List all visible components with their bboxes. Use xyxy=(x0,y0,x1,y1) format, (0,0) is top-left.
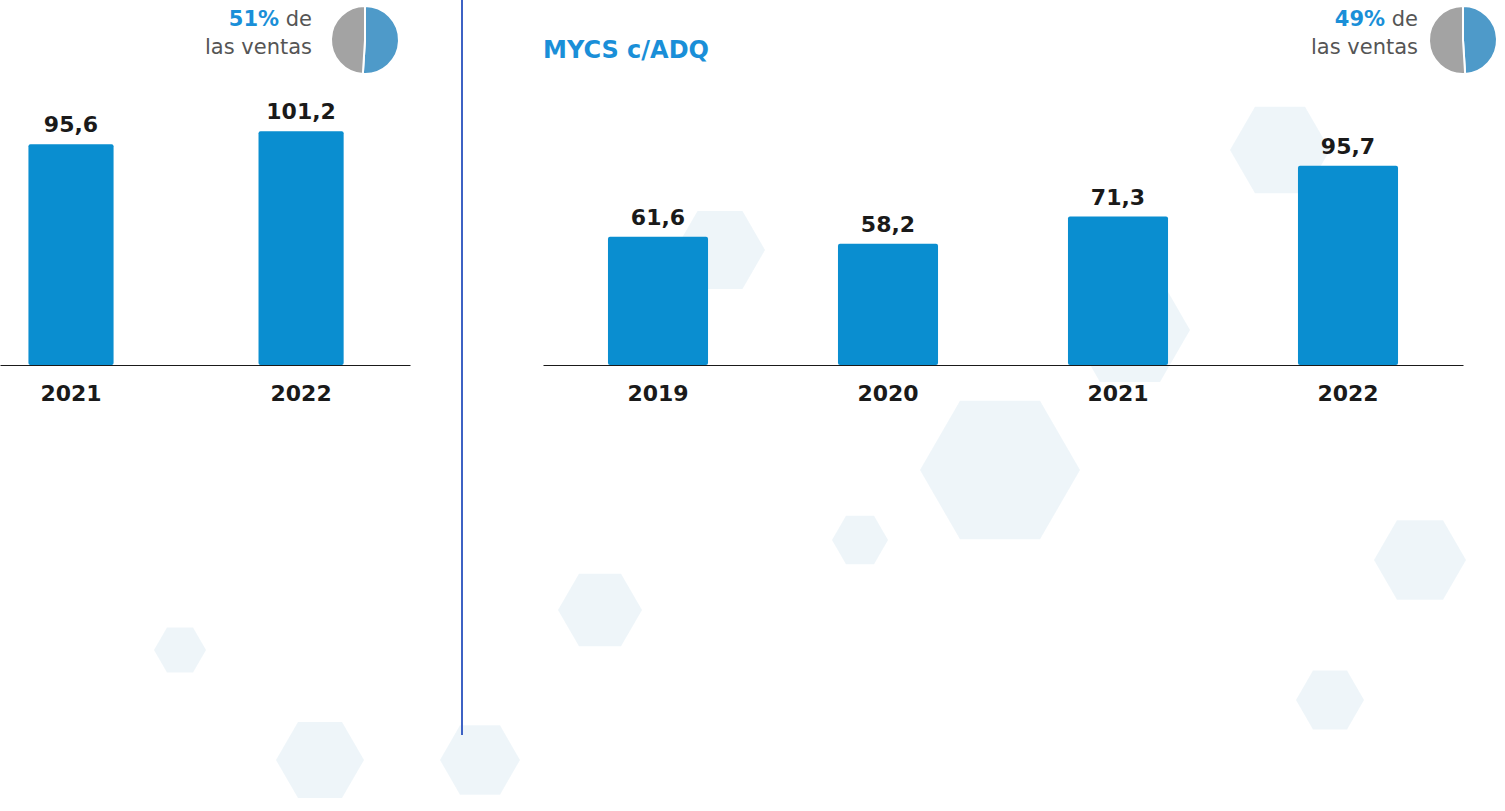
tick: 2021 xyxy=(1087,365,1148,406)
decor-hexagon xyxy=(154,627,206,672)
tick-label: 2022 xyxy=(270,381,331,406)
share-text: de xyxy=(1385,7,1418,31)
axis-line xyxy=(1,365,411,366)
bar-panel: 95,6 101,2 2021 2022 51% de las ventas xyxy=(1,6,411,406)
pie-slice xyxy=(1463,6,1497,74)
tick: 2022 xyxy=(270,365,331,406)
pie-slice xyxy=(331,6,365,74)
x-axis: 2019 2020 2021 2022 xyxy=(544,365,1464,406)
bar xyxy=(1298,166,1398,365)
share-value: 49% xyxy=(1335,7,1385,31)
share-label: 49% de xyxy=(1335,7,1418,31)
share-label: 51% de xyxy=(229,7,312,31)
decor-hexagon xyxy=(920,401,1080,540)
share-pie xyxy=(331,6,399,74)
decor-hexagon xyxy=(276,722,364,798)
tick-label: 2019 xyxy=(627,381,688,406)
bar xyxy=(608,237,708,365)
tick: 2021 xyxy=(40,365,101,406)
bar xyxy=(28,144,113,365)
bar xyxy=(1068,217,1168,365)
x-axis: 2021 2022 xyxy=(1,365,411,406)
page: 95,6 101,2 2021 2022 51% de las ventas 61,6 58,… xyxy=(0,0,1505,811)
tick-label: 2021 xyxy=(40,381,101,406)
decor xyxy=(154,107,1466,798)
panel-title: MYCS c/ADQ xyxy=(543,36,709,64)
data-label: 95,7 xyxy=(1321,134,1375,159)
pie-slice xyxy=(363,6,399,74)
share-pie xyxy=(1429,6,1497,74)
tick: 2020 xyxy=(857,365,918,406)
bar xyxy=(838,244,938,365)
decor-hexagon xyxy=(1296,671,1364,730)
decor-hexagon xyxy=(440,725,520,794)
pie-slice xyxy=(1429,6,1465,74)
share-value: 51% xyxy=(229,7,279,31)
share-text: las ventas xyxy=(1311,35,1418,59)
bar xyxy=(259,131,344,365)
decor-hexagon xyxy=(558,574,642,647)
data-label: 101,2 xyxy=(266,99,336,124)
tick: 2022 xyxy=(1317,365,1378,406)
data-label: 61,6 xyxy=(631,205,685,230)
data-label: 71,3 xyxy=(1091,185,1145,210)
data-label: 58,2 xyxy=(861,212,915,237)
tick-label: 2021 xyxy=(1087,381,1148,406)
decor-hexagon xyxy=(832,516,888,564)
data-label: 95,6 xyxy=(44,112,98,137)
share-text: de xyxy=(279,7,312,31)
tick: 2019 xyxy=(627,365,688,406)
panel-divider xyxy=(461,0,463,735)
tick-label: 2022 xyxy=(1317,381,1378,406)
bars xyxy=(28,131,343,365)
bar-panel: 61,6 58,2 71,3 95,7 2019 2020 2021 2022 MYCS c/A… xyxy=(543,6,1497,406)
decor-hexagon xyxy=(1374,520,1466,600)
bars xyxy=(608,166,1398,365)
share-text: las ventas xyxy=(205,35,312,59)
axis-line xyxy=(544,365,1464,366)
tick-label: 2020 xyxy=(857,381,918,406)
